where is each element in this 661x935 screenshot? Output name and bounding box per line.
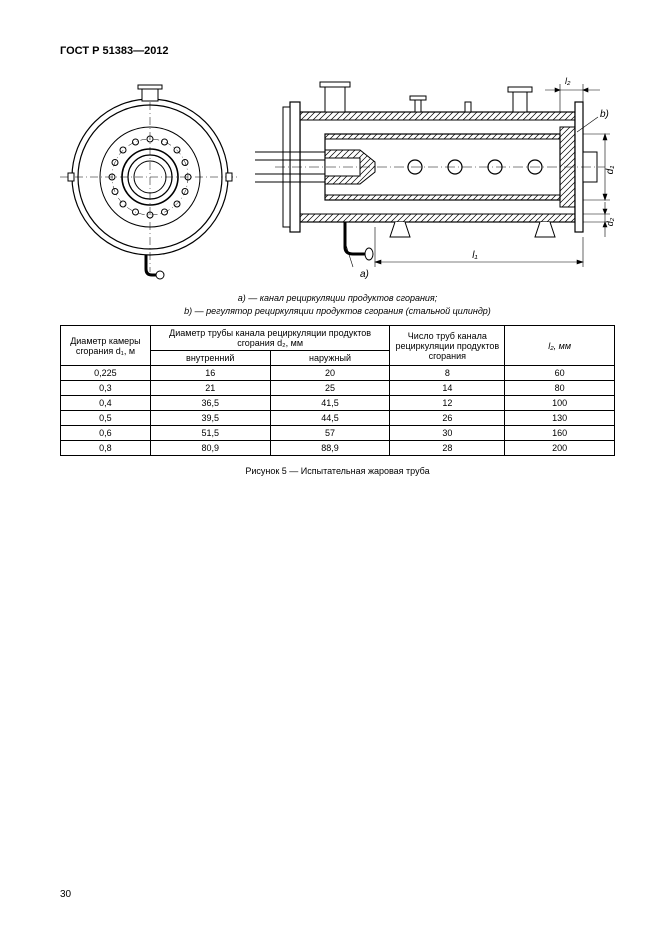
figure-title: Рисунок 5 — Испытательная жаровая труба: [60, 466, 615, 476]
cell: 39,5: [150, 411, 270, 426]
cell: 160: [505, 426, 615, 441]
cell: 0,4: [61, 396, 151, 411]
section-view: l₂ l₁ d₁: [255, 76, 615, 280]
technical-drawing: l₂ l₁ d₁: [60, 72, 615, 282]
cell: 28: [390, 441, 505, 456]
table-row: 0,5 39,5 44,5 26 130: [61, 411, 615, 426]
th-outer: наружный: [270, 351, 390, 366]
cell: 0,225: [61, 366, 151, 381]
cell: 21: [150, 381, 270, 396]
cell: 14: [390, 381, 505, 396]
cell: 200: [505, 441, 615, 456]
th-d1: Диаметр камеры сгорания d₁, м: [61, 326, 151, 366]
cell: 80,9: [150, 441, 270, 456]
cell: 16: [150, 366, 270, 381]
caption-line-a: a) — канал рециркуляции продуктов сгоран…: [238, 293, 437, 303]
doc-header: ГОСТ Р 51383—2012: [60, 45, 615, 57]
table-row: 0,225 16 20 8 60: [61, 366, 615, 381]
cell: 0,5: [61, 411, 151, 426]
cell: 0,8: [61, 441, 151, 456]
cell: 0,6: [61, 426, 151, 441]
cell: 30: [390, 426, 505, 441]
cell: 80: [505, 381, 615, 396]
page-number: 30: [60, 889, 71, 900]
th-l2: l₂, мм: [505, 326, 615, 366]
label-b: b): [600, 109, 609, 120]
cell: 26: [390, 411, 505, 426]
cell: 100: [505, 396, 615, 411]
dim-d2-label: d₂: [605, 217, 615, 226]
cell: 36,5: [150, 396, 270, 411]
cell: 60: [505, 366, 615, 381]
th-n: Число труб канала рециркуляции продуктов…: [390, 326, 505, 366]
table-row: 0,4 36,5 41,5 12 100: [61, 396, 615, 411]
th-l2-text: l₂, мм: [548, 341, 571, 351]
front-view: [60, 85, 240, 279]
table-row: 0,3 21 25 14 80: [61, 381, 615, 396]
cell: 8: [390, 366, 505, 381]
cell: 130: [505, 411, 615, 426]
cell: 57: [270, 426, 390, 441]
cell: 44,5: [270, 411, 390, 426]
dim-d1-label: d₁: [605, 166, 615, 175]
cell: 25: [270, 381, 390, 396]
figure-caption: a) — канал рециркуляции продуктов сгоран…: [60, 292, 615, 317]
cell: 0,3: [61, 381, 151, 396]
cell: 51,5: [150, 426, 270, 441]
dim-l2-label: l₂: [565, 76, 571, 86]
caption-line-b: b) — регулятор рециркуляции продуктов сг…: [184, 306, 491, 316]
cell: 88,9: [270, 441, 390, 456]
table-body: 0,225 16 20 8 60 0,3 21 25 14 80 0,4 36,…: [61, 366, 615, 456]
label-a: a): [360, 269, 369, 280]
cell: 41,5: [270, 396, 390, 411]
dim-l1-label: l₁: [472, 250, 477, 261]
cell: 12: [390, 396, 505, 411]
table-row: 0,8 80,9 88,9 28 200: [61, 441, 615, 456]
cell: 20: [270, 366, 390, 381]
th-d2: Диаметр трубы канала рециркуляции продук…: [150, 326, 390, 351]
th-inner: внутренний: [150, 351, 270, 366]
parameters-table: Диаметр камеры сгорания d₁, м Диаметр тр…: [60, 325, 615, 456]
table-row: 0,6 51,5 57 30 160: [61, 426, 615, 441]
